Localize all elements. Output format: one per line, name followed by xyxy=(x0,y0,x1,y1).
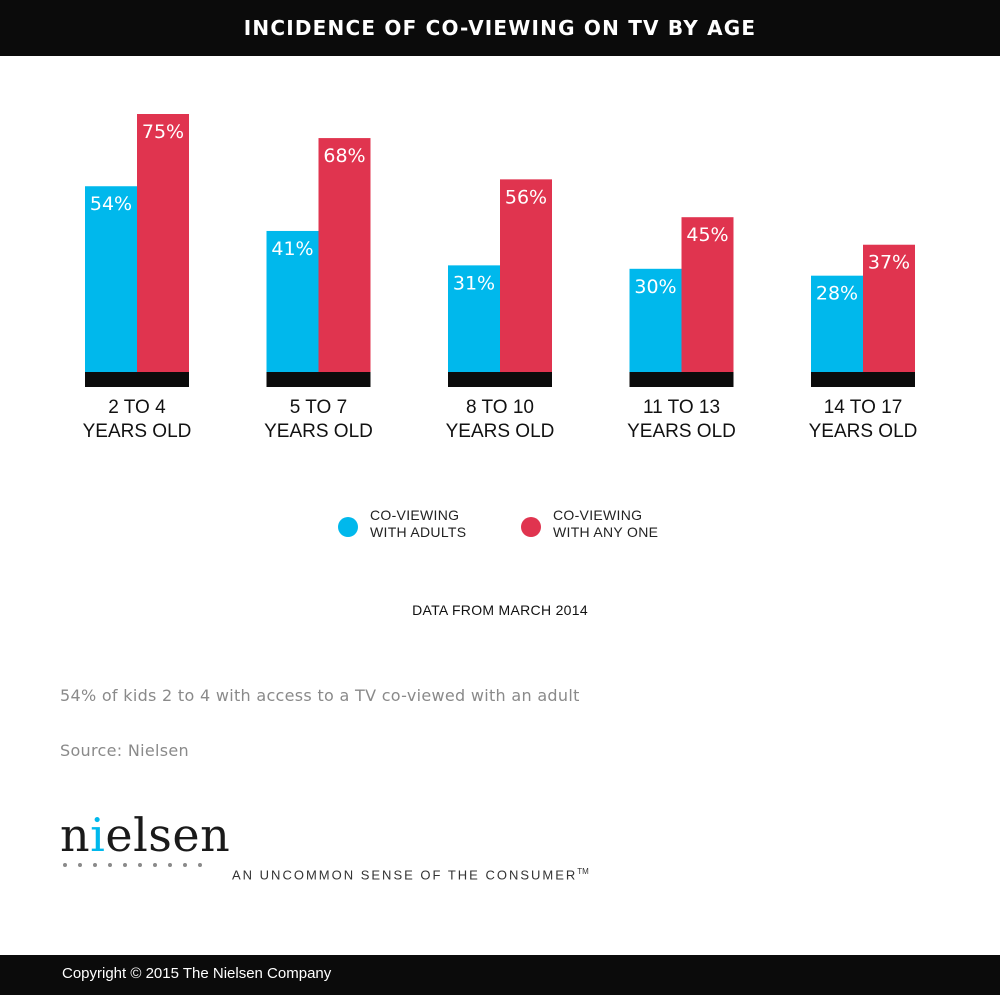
legend-item-adults: CO-VIEWING WITH ADULTS xyxy=(338,507,500,541)
bar-anyone-3 xyxy=(681,217,734,372)
data-date-note: DATA FROM MARCH 2014 xyxy=(412,602,588,618)
source-text: Source: Nielsen xyxy=(60,741,189,760)
bar-value-label-anyone-4: 37% xyxy=(868,252,910,274)
category-label-2-line2: YEARS OLD xyxy=(446,421,555,442)
logo-text-prefix: n xyxy=(60,808,91,862)
title-bar: INCIDENCE OF CO-VIEWING ON TV BY AGE xyxy=(0,0,1000,56)
bar-baseline-4 xyxy=(811,372,915,387)
bar-value-label-adults-2: 31% xyxy=(453,272,495,294)
legend-label-adults-line1: CO-VIEWING xyxy=(370,507,460,523)
bar-baseline-0 xyxy=(85,372,189,387)
legend-label-adults-line2: WITH ADULTS xyxy=(370,524,467,540)
logo-text-suffix: elsen xyxy=(105,808,231,862)
logo-text-accent: i xyxy=(90,808,106,862)
bar-anyone-0 xyxy=(137,114,189,372)
footer-bar: Copyright © 2015 The Nielsen Company xyxy=(0,955,1000,995)
category-label-2-line1: 8 TO 10 xyxy=(466,397,534,418)
legend-label-anyone-line1: CO-VIEWING xyxy=(553,507,643,523)
bar-value-label-anyone-2: 56% xyxy=(505,186,547,208)
legend-dot-red-icon xyxy=(521,517,541,537)
bar-baseline-2 xyxy=(448,372,552,387)
bar-adults-0 xyxy=(85,186,137,372)
bar-chart: 54% 75% 2 TO 4 YEARS OLD 41% 68% 5 TO 7 YEARS O… xyxy=(83,114,918,442)
bar-adults-4 xyxy=(811,275,863,372)
category-label-0-line1: 2 TO 4 xyxy=(108,397,166,418)
bar-adults-1 xyxy=(266,230,319,372)
bar-baseline-1 xyxy=(266,372,371,387)
category-label-3-line2: YEARS OLD xyxy=(627,421,736,442)
logo-dots-icon xyxy=(60,863,220,867)
nielsen-logo: nielsen xyxy=(60,812,230,872)
bar-anyone-4 xyxy=(863,244,915,372)
bar-value-label-anyone-0: 75% xyxy=(142,121,184,143)
bar-value-label-adults-3: 30% xyxy=(634,276,676,298)
bar-value-label-adults-1: 41% xyxy=(271,238,313,260)
category-label-4-line2: YEARS OLD xyxy=(809,421,918,442)
category-label-1-line1: 5 TO 7 xyxy=(290,397,347,418)
legend-item-anyone: CO-VIEWING WITH ANY ONE xyxy=(521,507,683,541)
copyright-text: Copyright © 2015 The Nielsen Company xyxy=(62,965,332,982)
brand-tagline: AN UNCOMMON SENSE OF THE CONSUMERTM xyxy=(232,867,589,882)
bar-baseline-3 xyxy=(629,372,734,387)
legend-label-anyone-line2: WITH ANY ONE xyxy=(553,524,659,540)
bar-value-label-anyone-3: 45% xyxy=(686,224,728,246)
caption-text: 54% of kids 2 to 4 with access to a TV c… xyxy=(60,686,580,705)
trademark-mark: TM xyxy=(577,867,589,876)
category-label-3-line1: 11 TO 13 xyxy=(643,397,720,418)
chart-title: INCIDENCE OF CO-VIEWING ON TV BY AGE xyxy=(243,16,757,40)
bar-anyone-2 xyxy=(500,179,552,372)
bar-value-label-adults-0: 54% xyxy=(90,193,132,215)
chart-legend: CO-VIEWING WITH ADULTS CO-VIEWING WITH A… xyxy=(0,507,1000,557)
bar-adults-2 xyxy=(448,265,500,372)
category-label-4-line1: 14 TO 17 xyxy=(824,397,903,418)
bar-value-label-adults-4: 28% xyxy=(816,283,858,305)
category-label-0-line2: YEARS OLD xyxy=(83,421,192,442)
legend-dot-blue-icon xyxy=(338,517,358,537)
bar-value-label-anyone-1: 68% xyxy=(323,145,365,167)
tagline-text: AN UNCOMMON SENSE OF THE CONSUMER xyxy=(232,867,578,883)
bar-anyone-1 xyxy=(318,138,371,372)
category-label-1-line2: YEARS OLD xyxy=(264,421,373,442)
bar-adults-3 xyxy=(629,268,682,372)
